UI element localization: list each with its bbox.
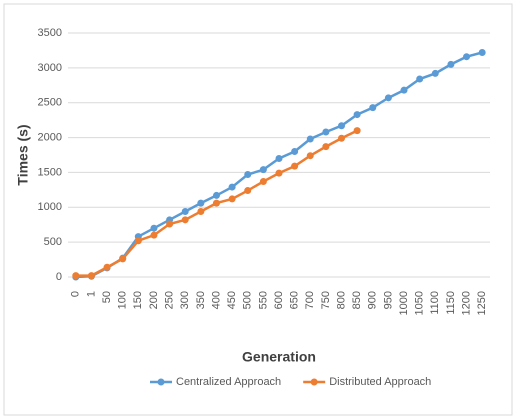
data-point bbox=[150, 231, 158, 239]
y-tick-label: 0 bbox=[56, 271, 62, 283]
x-tick-label: 150 bbox=[132, 291, 144, 309]
x-tick-label: 1250 bbox=[476, 291, 488, 315]
data-point bbox=[306, 152, 314, 160]
data-point bbox=[181, 216, 189, 224]
legend-label: Centralized Approach bbox=[176, 376, 281, 388]
data-point bbox=[212, 191, 220, 199]
data-point bbox=[244, 171, 252, 179]
data-point bbox=[416, 75, 424, 83]
data-point bbox=[353, 127, 361, 135]
legend-label: Distributed Approach bbox=[329, 376, 431, 388]
y-tick-label: 2500 bbox=[38, 97, 62, 109]
x-tick-label: 700 bbox=[304, 291, 316, 309]
x-tick-label: 1000 bbox=[398, 291, 410, 315]
x-tick-label: 950 bbox=[382, 291, 394, 309]
x-tick-label: 0 bbox=[70, 291, 82, 297]
data-point bbox=[306, 135, 314, 143]
data-point bbox=[87, 272, 95, 280]
data-point bbox=[119, 255, 127, 263]
data-point bbox=[228, 183, 236, 191]
data-point bbox=[197, 207, 205, 215]
data-point bbox=[338, 122, 346, 130]
y-axis-title: Times (s) bbox=[15, 124, 31, 185]
data-point bbox=[166, 220, 174, 228]
x-tick-label: 50 bbox=[101, 291, 113, 303]
x-tick-label: 1100 bbox=[429, 291, 441, 315]
data-point bbox=[244, 187, 252, 195]
x-tick-label: 200 bbox=[148, 291, 160, 309]
x-tick-label: 550 bbox=[257, 291, 269, 309]
legend-marker bbox=[157, 378, 165, 386]
data-point bbox=[275, 154, 283, 162]
data-point bbox=[463, 53, 471, 61]
data-point bbox=[259, 166, 267, 174]
x-tick-label: 850 bbox=[351, 291, 363, 309]
x-tick-label: 1 bbox=[85, 291, 97, 297]
data-point bbox=[291, 162, 299, 170]
y-tick-label: 500 bbox=[44, 236, 62, 248]
x-axis-title: Generation bbox=[242, 349, 316, 365]
x-tick-label: 450 bbox=[226, 291, 238, 309]
data-point bbox=[322, 128, 330, 136]
data-point bbox=[291, 148, 299, 156]
y-tick-label: 1000 bbox=[38, 201, 62, 213]
x-tick-label: 500 bbox=[242, 291, 254, 309]
x-tick-label: 800 bbox=[335, 291, 347, 309]
data-point bbox=[228, 195, 236, 203]
x-tick-label: 1050 bbox=[414, 291, 426, 315]
data-point bbox=[478, 49, 486, 57]
x-tick-label: 750 bbox=[320, 291, 332, 309]
data-point bbox=[72, 272, 80, 280]
data-point bbox=[212, 199, 220, 207]
data-point bbox=[384, 94, 392, 102]
x-tick-label: 600 bbox=[273, 291, 285, 309]
y-tick-label: 3500 bbox=[38, 27, 62, 39]
x-tick-label: 1200 bbox=[460, 291, 472, 315]
data-point bbox=[259, 177, 267, 185]
data-point bbox=[400, 86, 408, 94]
y-tick-label: 2000 bbox=[38, 131, 62, 143]
x-tick-label: 350 bbox=[195, 291, 207, 309]
data-point bbox=[197, 199, 205, 207]
x-tick-label: 400 bbox=[210, 291, 222, 309]
frame bbox=[3, 3, 513, 416]
x-tick-label: 1150 bbox=[445, 291, 457, 315]
legend-marker bbox=[310, 378, 318, 386]
y-tick-label: 1500 bbox=[38, 166, 62, 178]
y-tick-label: 3000 bbox=[38, 62, 62, 74]
data-point bbox=[322, 143, 330, 151]
data-point bbox=[338, 134, 346, 142]
x-tick-label: 900 bbox=[367, 291, 379, 309]
data-point bbox=[353, 111, 361, 119]
x-tick-label: 100 bbox=[117, 291, 129, 309]
data-point bbox=[150, 224, 158, 232]
data-point bbox=[369, 104, 377, 112]
data-point bbox=[181, 207, 189, 215]
x-tick-label: 300 bbox=[179, 291, 191, 309]
x-tick-label: 250 bbox=[163, 291, 175, 309]
data-point bbox=[447, 60, 455, 68]
data-point bbox=[275, 169, 283, 177]
data-point bbox=[103, 263, 111, 271]
data-point bbox=[134, 237, 142, 245]
data-point bbox=[431, 69, 439, 77]
x-tick-label: 650 bbox=[289, 291, 301, 309]
